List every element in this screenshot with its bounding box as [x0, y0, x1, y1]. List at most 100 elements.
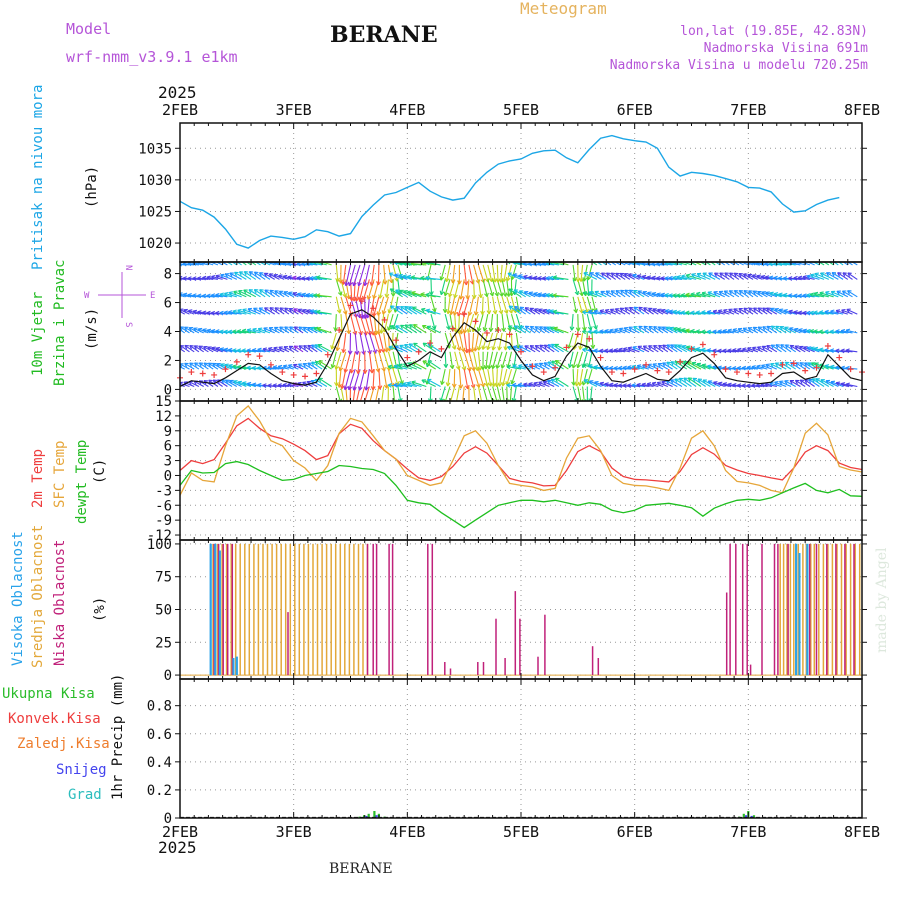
wind-arrow-head [719, 272, 724, 277]
wind-arrow-head [646, 382, 652, 387]
wind-arrow-head [656, 381, 662, 386]
wind-arrow [795, 362, 806, 370]
wind-arrow [183, 381, 195, 388]
wind-arrow-head [549, 309, 554, 314]
wind-arrow [810, 274, 825, 280]
wind-arrow [508, 305, 522, 315]
wind-arrow [413, 324, 427, 334]
wind-arrow-head [728, 308, 733, 313]
wind-arrow-head [193, 327, 198, 332]
wind-arrow [648, 345, 659, 353]
wind-arrow [349, 279, 353, 301]
pressure-line [179, 134, 840, 249]
wind-arrow-head [542, 380, 548, 386]
wind-arrow-head [407, 362, 413, 367]
legend-total-rain: Ukupna Kisa [2, 686, 95, 702]
wind-arrow [713, 291, 725, 298]
wind-arrow [712, 310, 725, 315]
wind-arrow [727, 329, 740, 334]
wind-arrow-head [288, 345, 294, 351]
wind-arrow [198, 362, 209, 370]
y-tick-label: 1035 [138, 141, 172, 157]
wind-arrow-head [702, 272, 707, 277]
wind-arrow [279, 307, 290, 315]
wind-arrow [340, 386, 345, 401]
wind-arrow [523, 364, 536, 370]
wind-arrow-head [432, 307, 437, 313]
wind-arrow-head [668, 275, 673, 281]
wind-arrow [580, 264, 584, 282]
wind-arrow [519, 306, 531, 315]
wind-arrow-head [713, 381, 718, 386]
wind-arrow-head [538, 308, 543, 313]
wind-arrow [203, 362, 214, 370]
wind-arrow-head [573, 308, 579, 314]
wind-arrow [477, 386, 483, 401]
wind-arrow [582, 314, 586, 331]
wind-arrow-head [631, 383, 636, 388]
wind-arrow [550, 326, 564, 334]
wind-arrow-head [289, 326, 294, 331]
wind-arrow-head [818, 329, 824, 335]
wind-arrow-head [220, 273, 225, 279]
wind-arrow [335, 386, 341, 401]
wind-arrow-head [207, 362, 213, 367]
wind-arrow [586, 313, 592, 331]
wind-arrow [359, 386, 366, 401]
wind-arrow-head [427, 360, 433, 365]
wind-arrow-head [425, 292, 430, 298]
wind-arrow-head [338, 366, 344, 372]
wind-arrow-head [695, 329, 701, 335]
wind-arrow [572, 369, 575, 386]
wind-arrow [724, 262, 730, 266]
wind-arrow [373, 351, 380, 373]
wind-arrow-head [742, 327, 748, 332]
wind-arrow-head [374, 402, 378, 406]
wind-arrow [194, 345, 204, 353]
wind-arrow-head [398, 273, 403, 279]
wind-gust-marker [631, 366, 638, 373]
wind-arrow [747, 366, 758, 370]
wind-arrow-head [554, 343, 559, 348]
wind-arrow-head [727, 328, 732, 334]
wind-arrow-head [718, 290, 724, 296]
wind-arrow [215, 275, 228, 280]
wind-arrow-head [478, 293, 483, 299]
y-tick-label: 0 [164, 668, 172, 684]
wind-arrow [269, 289, 280, 298]
wind-arrow-head [780, 344, 785, 349]
wind-arrow-head [583, 379, 589, 384]
wind-arrow [316, 276, 332, 280]
wind-arrow-head [707, 364, 712, 369]
wind-arrow [591, 296, 597, 313]
wind-arrow [699, 262, 706, 266]
wind-arrow [577, 351, 584, 368]
wind-arrow [248, 289, 261, 298]
wind-arrow-head [188, 327, 194, 332]
y-tick-label: 6 [164, 296, 172, 312]
wind-arrow-head [819, 347, 824, 353]
wind-arrow-head [690, 328, 695, 334]
wind-arrow-head [333, 327, 338, 332]
wind-gust-marker [597, 354, 604, 361]
wind-arrow-head [512, 273, 518, 278]
wind-arrow [375, 386, 380, 401]
wind-arrow [714, 272, 725, 280]
wind-arrow-head [369, 281, 375, 286]
wind-arrow-head [681, 327, 686, 333]
wind-arrow [345, 314, 350, 334]
wind-arrow-head [523, 382, 528, 388]
wind-arrow [372, 369, 375, 391]
wind-arrow [348, 264, 356, 286]
wind-arrow-head [676, 293, 681, 298]
wind-arrow [624, 273, 635, 280]
wind-arrow-head [604, 308, 610, 314]
wind-arrow [253, 307, 266, 315]
wind-arrow-head [784, 361, 790, 367]
wind-arrow-head [175, 293, 179, 297]
wind-arrow-head [717, 309, 723, 314]
wind-arrow-head [685, 310, 690, 316]
wind-arrow-head [534, 326, 540, 331]
wind-arrow-head [306, 309, 311, 314]
wind-arrow [180, 345, 190, 353]
